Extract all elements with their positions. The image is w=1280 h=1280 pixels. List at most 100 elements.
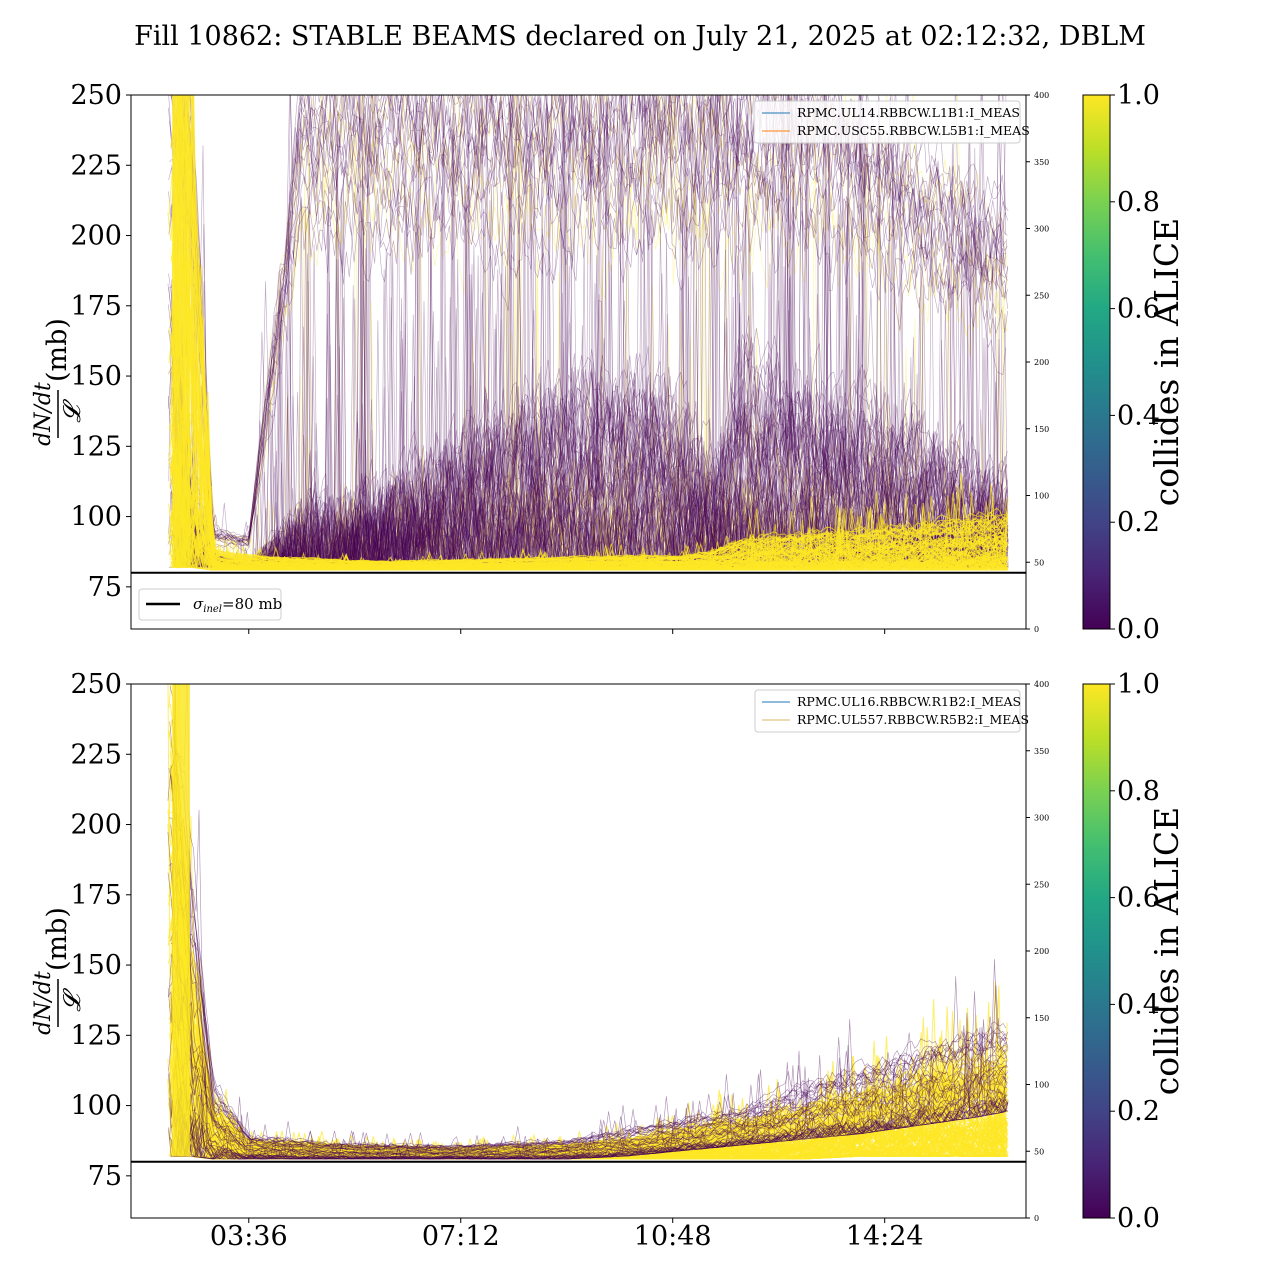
top-trace-noncolliding [168,95,1008,543]
top-trace-noncolliding [171,95,1009,568]
bottom-trace-noncolliding [174,1096,1009,1160]
bottom-colorbar-tick-label: 1.0 [1117,669,1160,700]
bottom-ylabel-unit: (mb) [42,907,73,971]
top-trace-noncolliding [172,95,1007,543]
top-trace-noncolliding [168,95,1008,544]
top-ytick-label: 150 [70,361,122,392]
top-trace-noncolliding [169,95,1006,541]
top-trace-noncolliding [168,214,1008,568]
bottom-trace-noncolliding [169,817,1009,1150]
bottom-trace-noncolliding [168,767,1009,1151]
top-colorbar-ticks: 0.0 0.2 0.4 0.6 0.8 1.0 [1110,80,1160,645]
bottom-trace-colliding [175,877,1007,1154]
top-trace-colliding [175,95,1007,568]
bottom-colorbar-tick-label: 0.6 [1117,883,1160,914]
top-trace-noncolliding [172,95,1007,542]
bottom-trace-noncolliding [175,684,1006,1149]
top-ref-legend-sub: inel [203,604,222,615]
bottom-trace-noncolliding [172,1063,1007,1160]
top-trace-noncolliding [176,297,1007,569]
top-y2tick-label: 400 [1034,91,1049,100]
top-ylabel-numerator: dN/dt [31,382,56,446]
bottom-y2tick-label: 100 [1034,1081,1049,1090]
top-plot-area [131,95,1026,574]
bottom-trace-noncolliding [174,1095,1008,1160]
top-y-axis: 75 100 125 150 175 200 225 250 [70,80,131,603]
top-colorbar-label: collides in ALICE [1147,218,1186,507]
top-ytick-label: 225 [70,150,122,181]
top-trace-noncolliding [170,95,1007,538]
top-trace-noncolliding [169,271,1007,568]
top-colorbar-gradient [1082,94,1111,630]
top-trace-colliding-high [169,95,1007,550]
bottom-xtick-label: 03:36 [210,1221,288,1252]
bottom-trace-noncolliding [172,1029,1007,1160]
bottom-legend-box [754,689,1021,733]
bottom-ytick-label: 125 [70,1020,122,1051]
top-trace-noncolliding [172,95,1007,568]
bottom-ytick-label: 225 [70,739,122,770]
top-y2tick-label: 300 [1034,225,1049,234]
bottom-colorbar-tick-label: 0.0 [1117,1203,1160,1234]
bottom-trace-colliding [175,1074,1007,1159]
bottom-trace-noncolliding [168,1048,1008,1159]
top-trace-noncolliding [168,272,1008,569]
bottom-trace-noncolliding [170,1095,1007,1160]
top-ylabel-unit: (mb) [42,318,73,382]
bottom-trace-noncolliding [171,775,1009,1149]
top-initial-spike [172,95,190,568]
top-y2tick-label: 350 [1034,158,1049,167]
bottom-colorbar-tick-label: 0.2 [1117,1096,1160,1127]
bottom-trace-noncolliding [171,719,1009,1149]
top-legend-label-1: RPMC.UL14.RBBCW.L1B1:I_MEAS [797,105,1020,120]
bottom-colorbar-tick-label: 0.4 [1117,989,1160,1020]
top-y2tick-label: 50 [1034,558,1044,567]
bottom-trace-noncolliding [167,1073,1008,1160]
bottom-trace-colliding [170,904,1008,1155]
bottom-trace-noncolliding [167,872,1008,1153]
bottom-trace-noncolliding [173,1056,1008,1160]
top-legend-label-2: RPMC.USC55.RBBCW.L5B1:I_MEAS [797,123,1030,138]
top-trace-colliding-high [173,95,1008,548]
top-legend-box [753,100,1021,144]
bottom-trace-noncolliding [168,1030,1009,1160]
top-trace-noncolliding [167,129,1008,569]
top-colorbar: 0.0 0.2 0.4 0.6 0.8 1.0 collides in ALICE [1082,80,1186,645]
top-trace-noncolliding [172,115,1007,569]
top-trace-noncolliding [174,95,1009,568]
bottom-trace-noncolliding [167,831,1008,1152]
bottom-trace-noncolliding [173,1100,1007,1160]
top-trace-colliding-high [173,95,1008,543]
bottom-trace-noncolliding [174,1083,1009,1160]
top-ref-legend-box [138,588,282,621]
bottom-trace-noncolliding [169,686,1007,1148]
bottom-trace-noncolliding [171,992,1008,1160]
top-trace-noncolliding [174,95,1008,546]
bottom-legend-label-2: RPMC.UL557.RBBCW.R5B2:I_MEAS [797,712,1029,727]
bottom-trace-noncolliding [172,960,1007,1155]
top-trace-noncolliding [170,147,1008,568]
bottom-trace-colliding [175,1108,1007,1160]
bottom-trace-noncolliding [173,749,1007,1149]
bottom-trace-noncolliding [174,1073,1009,1160]
bottom-x-axis: 03:36 07:12 10:48 14:24 [210,1218,924,1252]
top-trace-colliding-high [170,95,1008,545]
top-trace-noncolliding [171,95,1008,541]
top-ref-legend-rest: =80 mb [222,595,282,613]
top-trace-noncolliding [169,95,1009,538]
top-ref-legend-label: σinel=80 mb [193,595,282,615]
top-colorbar-tick-label: 0.2 [1117,507,1160,538]
top-ytick-label: 200 [70,221,122,252]
bottom-trace-noncolliding [175,1097,1006,1160]
top-ytick-label: 175 [70,291,122,322]
bottom-trace-noncolliding [167,987,1008,1157]
top-trace-noncolliding [171,206,1009,569]
bottom-colorbar: 0.0 0.2 0.4 0.6 0.8 1.0 collides in ALICE [1082,669,1186,1234]
bottom-y2tick-label: 350 [1034,747,1049,756]
bottom-ylabel-numerator: dN/dt [31,971,56,1035]
top-trace-noncolliding [168,95,1008,547]
bottom-legend: RPMC.UL16.RBBCW.R1B2:I_MEAS RPMC.UL557.R… [754,689,1029,733]
top-colorbar-tick-label: 0.0 [1117,614,1160,645]
top-trace-noncolliding [176,95,1007,543]
